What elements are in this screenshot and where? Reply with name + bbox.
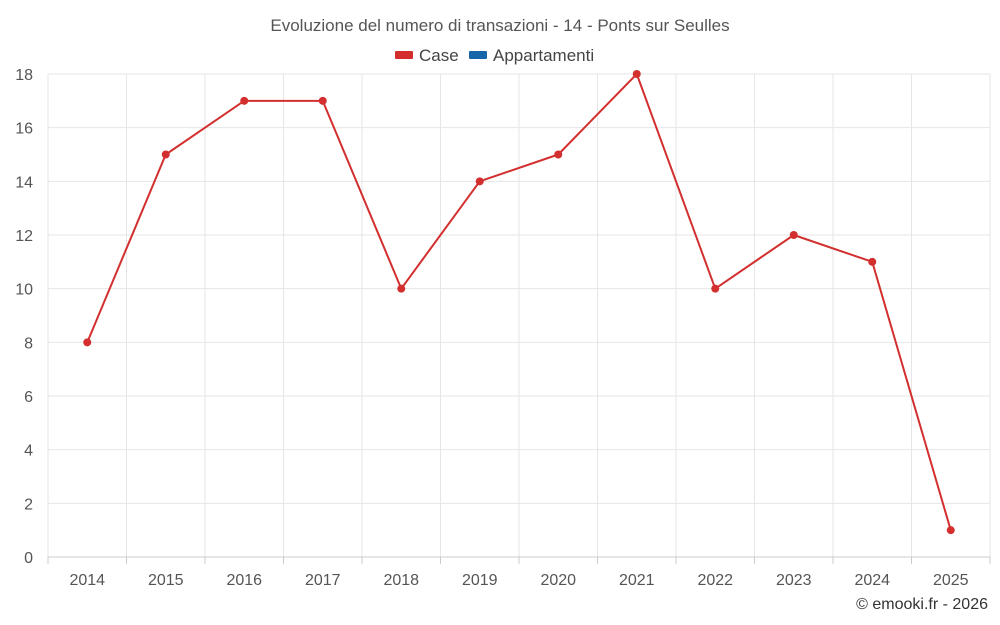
y-tick-label: 10	[15, 282, 33, 299]
legend-item-appartamenti[interactable]: Appartamenti	[469, 46, 594, 65]
x-tick-label: 2016	[226, 572, 262, 589]
x-tick-label: 2023	[776, 572, 812, 589]
y-tick-label: 4	[24, 443, 33, 460]
data-point[interactable]	[868, 257, 877, 266]
x-tick-label: 2020	[540, 572, 576, 589]
data-point[interactable]	[318, 96, 327, 105]
data-point[interactable]	[475, 177, 484, 186]
y-tick-label: 16	[15, 121, 33, 138]
credit: © emooki.fr - 2026	[856, 596, 988, 613]
data-point[interactable]	[789, 231, 798, 239]
x-tick-label: 2024	[854, 572, 890, 589]
y-tick-label: 0	[24, 550, 33, 567]
legend-label-appartamenti: Appartamenti	[493, 46, 594, 65]
data-point[interactable]	[240, 96, 249, 105]
x-tick-label: 2018	[383, 572, 419, 589]
y-tick-label: 2	[24, 496, 33, 513]
legend-swatch-case	[395, 51, 413, 59]
x-tick-label: 2019	[462, 572, 498, 589]
data-point[interactable]	[946, 526, 955, 535]
x-tick-label: 2021	[619, 572, 655, 589]
data-point[interactable]	[632, 70, 641, 78]
legend-swatch-appartamenti	[469, 51, 487, 59]
grid	[47, 73, 991, 557]
legend-label-case: Case	[419, 46, 459, 65]
y-tick-label: 18	[15, 67, 33, 84]
x-tick-label: 2017	[305, 572, 341, 589]
x-tick-label: 2025	[933, 572, 969, 589]
data-point[interactable]	[711, 284, 720, 293]
y-tick-label: 14	[15, 174, 33, 191]
y-tick-label: 6	[24, 389, 33, 406]
x-tick-label: 2015	[148, 572, 184, 589]
x-tick-label: 2014	[69, 572, 105, 589]
data-point[interactable]	[161, 150, 170, 159]
data-point[interactable]	[397, 284, 406, 293]
legend: Case Appartamenti	[395, 46, 594, 65]
y-tick-label: 8	[24, 335, 33, 352]
axes: 0 2 4 6 8 10 12 14 16 18 2014 2015 2016 2017 2018 2019 2…	[15, 67, 991, 589]
data-point[interactable]	[554, 150, 563, 159]
series-line	[86, 73, 952, 531]
x-tick-label: 2022	[697, 572, 733, 589]
series-case	[83, 70, 955, 535]
legend-item-case[interactable]: Case	[395, 46, 459, 65]
y-tick-label: 12	[15, 228, 33, 245]
chart-title: Evoluzione del numero di transazioni - 1…	[270, 16, 729, 35]
data-point[interactable]	[83, 338, 92, 347]
